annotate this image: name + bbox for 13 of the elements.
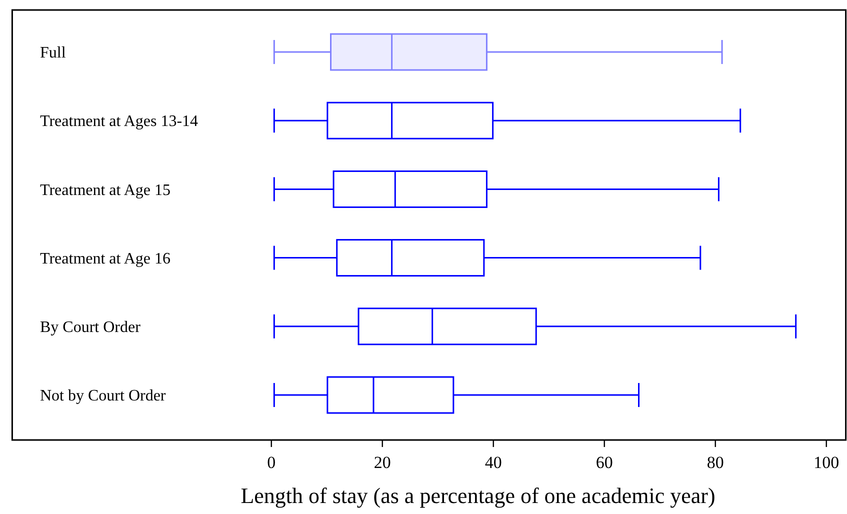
y-tick-label: Full xyxy=(40,44,66,62)
x-tick-label: 100 xyxy=(814,453,840,472)
y-tick-label: Treatment at Ages 13-14 xyxy=(40,113,198,130)
y-tick-label: Treatment at Age 16 xyxy=(40,250,170,268)
x-tick-label: 60 xyxy=(596,453,613,472)
y-tick-label: By Court Order xyxy=(40,319,142,336)
x-tick-label: 80 xyxy=(706,453,724,472)
x-tick-label: 0 xyxy=(267,453,276,472)
x-tick-label: 40 xyxy=(484,453,502,472)
x-axis-title: Length of stay (as a percentage of one academic year) xyxy=(240,483,716,508)
y-tick-label: Not by Court Order xyxy=(40,388,166,405)
y-tick-label: Treatment at Age 15 xyxy=(40,182,170,199)
x-tick-label: 20 xyxy=(374,453,391,472)
